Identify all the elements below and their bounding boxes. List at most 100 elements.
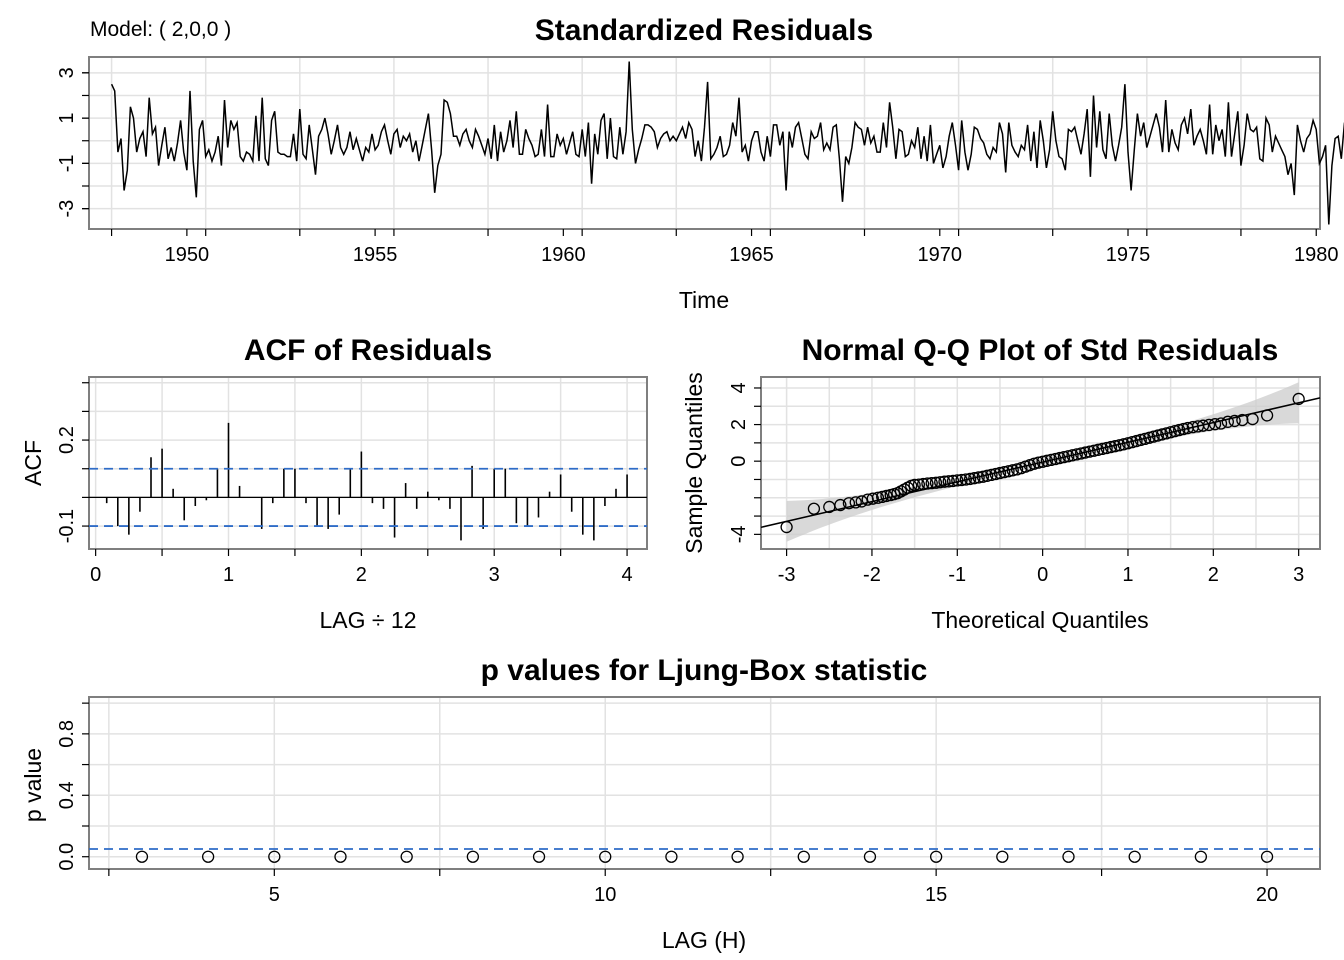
qq-point	[959, 473, 972, 486]
ljung-box-ylabel: p value	[20, 748, 46, 822]
x-tick-label: 1980	[1294, 244, 1339, 266]
residual-series-line	[110, 61, 1344, 225]
x-tick-label: -2	[863, 564, 881, 586]
qq-point	[1079, 446, 1092, 459]
y-tick-label: 2	[728, 419, 750, 430]
qq-point	[880, 489, 893, 503]
p-value-point	[1128, 850, 1141, 863]
qq-point	[1202, 418, 1216, 432]
qq-point	[1260, 409, 1274, 422]
qq-point	[1040, 454, 1054, 467]
ljung-box-title: p values for Ljung-Box statistic	[481, 654, 928, 687]
qq-point	[1096, 442, 1109, 456]
qq-point	[912, 478, 926, 491]
x-tick-label: 1955	[353, 244, 398, 266]
qq-point	[917, 477, 930, 491]
standardized-residuals-panel: Standardized Residuals Time 1950 1955 1960…	[56, 14, 1344, 313]
qq-title: Normal Q-Q Plot of Std Residuals	[802, 334, 1279, 367]
qq-point	[849, 496, 862, 509]
qq-point	[968, 472, 981, 485]
qq-point	[1045, 453, 1058, 467]
qq-point	[1177, 422, 1190, 436]
qq-point	[1070, 448, 1083, 461]
qq-point	[1006, 464, 1019, 477]
x-tick-label: 1950	[165, 244, 210, 266]
qq-point	[1002, 465, 1015, 478]
ljung-box-xlabel: LAG (H)	[662, 927, 746, 953]
p-value-point	[731, 850, 744, 863]
qq-point	[998, 465, 1011, 479]
qq-point	[985, 468, 998, 482]
p-value-point	[863, 850, 877, 863]
p-value-point	[1062, 850, 1075, 863]
qq-point	[934, 476, 947, 489]
p-value-point	[1194, 850, 1208, 863]
x-tick-label: 0	[1037, 564, 1048, 586]
qq-point	[834, 498, 847, 512]
residuals-xlabel: Time	[679, 287, 729, 313]
qq-point	[963, 472, 977, 486]
x-tick-label: 1970	[918, 244, 963, 266]
qq-ylabel: Sample Quantiles	[681, 372, 707, 554]
acf-xlabel: LAG ÷ 12	[319, 607, 416, 633]
qq-point	[780, 520, 793, 534]
x-tick-label: 3	[1293, 564, 1304, 586]
y-tick-label: 0.0	[56, 843, 78, 871]
ljung-box-panel: p values for Ljung-Box statistic LAG (H)…	[20, 654, 1321, 953]
x-tick-label: 20	[1256, 884, 1278, 906]
qq-point	[946, 474, 960, 488]
p-value-point	[268, 850, 281, 863]
qq-point	[1036, 455, 1049, 468]
qq-point	[1053, 451, 1066, 465]
qq-point	[1113, 439, 1126, 452]
x-tick-label: 10	[594, 884, 616, 906]
qq-point	[1228, 414, 1241, 428]
qq-point	[1091, 443, 1105, 456]
qq-point	[993, 466, 1007, 480]
qq-point	[921, 477, 934, 490]
acf-title: ACF of Residuals	[244, 334, 492, 367]
qq-point	[981, 469, 994, 482]
x-tick-label: 3	[489, 564, 500, 586]
qq-point	[951, 474, 964, 487]
qq-point	[925, 476, 938, 490]
qq-point	[1049, 452, 1062, 466]
y-tick-label: 0.8	[56, 720, 78, 748]
p-value-point	[400, 850, 413, 863]
x-tick-label: 5	[269, 884, 280, 906]
qq-point	[1100, 441, 1113, 455]
qq-plot-frame	[760, 376, 1321, 550]
qq-point	[908, 478, 921, 492]
acf-panel: ACF of Residuals LAG ÷ 12 ACF 0 1 2 3 4 -0.1 0…	[20, 334, 648, 633]
qq-point	[938, 475, 951, 488]
qq-point	[1057, 450, 1071, 464]
qq-point	[855, 495, 868, 508]
qq-point	[866, 492, 879, 505]
residuals-plot-frame	[88, 56, 1321, 230]
x-tick-label: -1	[948, 564, 966, 586]
p-value-point	[466, 850, 480, 863]
p-value-point	[665, 850, 678, 863]
y-tick-label: -4	[728, 525, 750, 543]
qq-point	[955, 473, 968, 487]
p-value-point	[201, 850, 215, 863]
x-tick-label: -3	[778, 564, 796, 586]
qq-point	[871, 491, 885, 504]
y-tick-label: -3	[56, 200, 78, 218]
qq-point	[972, 471, 985, 484]
y-tick-label: 0.2	[56, 426, 78, 454]
y-tick-label: 0	[728, 456, 750, 467]
qq-point	[1062, 450, 1075, 463]
qq-point	[1109, 440, 1122, 453]
qq-point	[1246, 412, 1259, 426]
x-tick-label: 0	[90, 564, 101, 586]
x-tick-label: 1	[1122, 564, 1133, 586]
acf-ylabel: ACF	[20, 440, 46, 486]
y-tick-label: -0.1	[56, 509, 78, 543]
qq-panel: Normal Q-Q Plot of Std Residuals Theoret…	[681, 334, 1321, 633]
qq-point	[942, 475, 955, 488]
qq-xlabel: Theoretical Quantiles	[931, 607, 1148, 633]
qq-point	[1083, 445, 1096, 458]
y-tick-label: 1	[56, 113, 78, 124]
